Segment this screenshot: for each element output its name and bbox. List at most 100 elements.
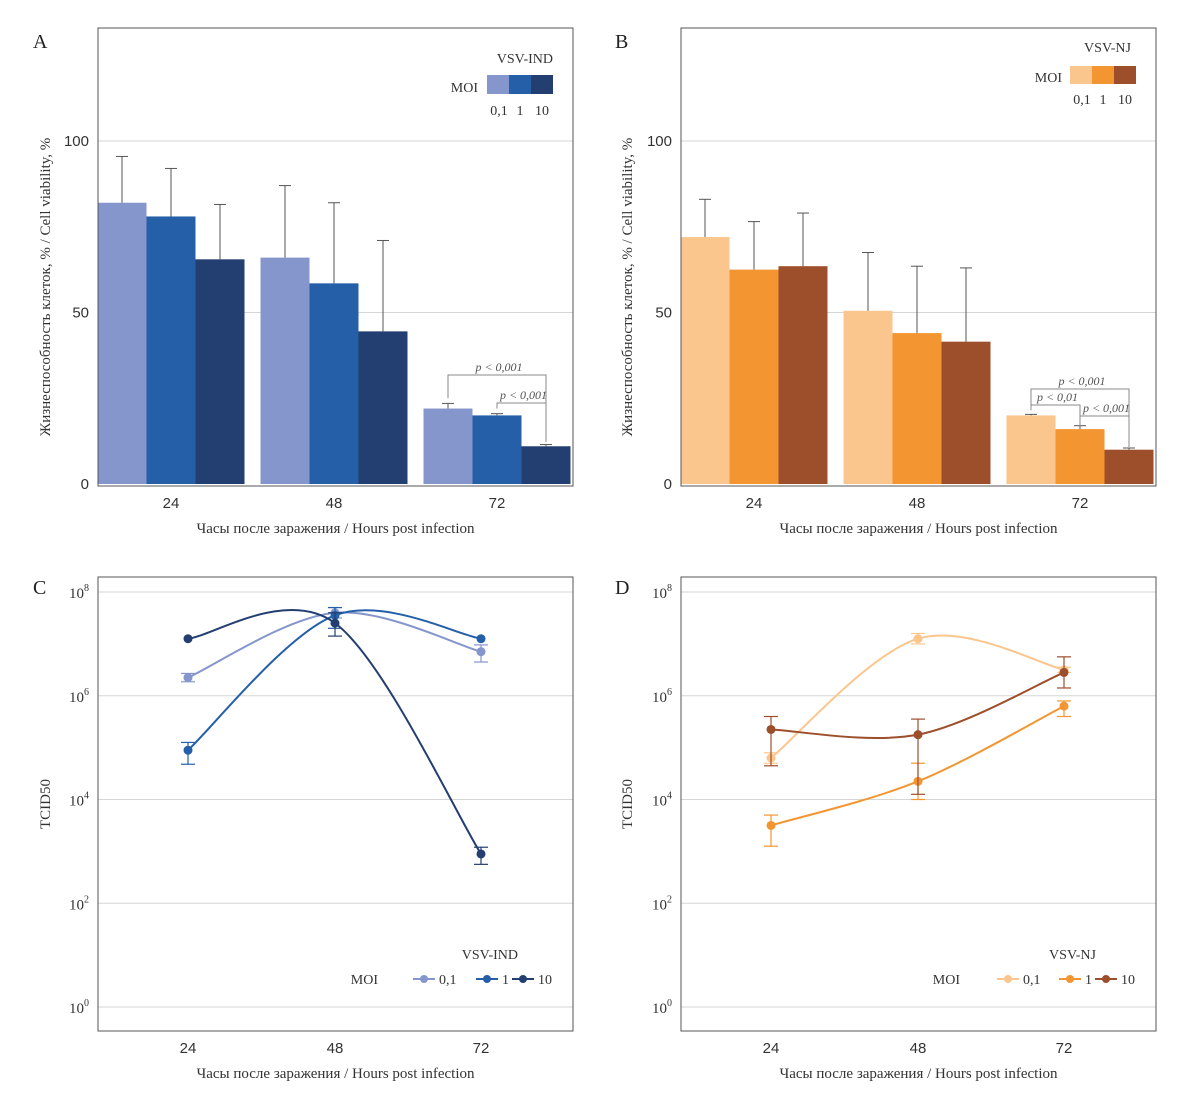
legend-title: VSV-IND	[497, 52, 553, 67]
plot-frame	[680, 27, 1157, 487]
bar	[309, 283, 359, 484]
y-axis-title: TCID50	[620, 779, 636, 829]
x-axis-title: Часы после заражения / Hours post infect…	[196, 1066, 475, 1082]
bar	[892, 333, 942, 484]
panel-c: C 100 102 104 106 108 24 48 72 Часы после заражен…	[33, 576, 574, 1082]
legend-label: 0,1	[1023, 973, 1041, 988]
legend-moi-label: MOI	[451, 81, 479, 96]
panel-a: A 0 50 100 24 48 72 p < 0,001 p < 0,001 Часы посл…	[33, 27, 574, 537]
legend-marker	[420, 975, 428, 983]
bar	[146, 216, 196, 484]
legend-label: 0,1	[490, 104, 508, 119]
data-point	[766, 724, 776, 734]
p-value-label: p < 0,001	[474, 360, 522, 374]
legend-marker	[1102, 975, 1110, 983]
plot-frame	[97, 576, 574, 1032]
x-tick-label: 24	[180, 1040, 197, 1057]
y-tick-label: 108	[652, 583, 672, 602]
y-axis-title: Жизнеспособность клеток, % / Cell viabil…	[38, 138, 54, 437]
legend-swatch	[1114, 66, 1136, 84]
series-line	[187, 609, 482, 855]
legend-label: 1	[502, 973, 509, 988]
p-value-label: p < 0,001	[499, 388, 547, 402]
y-tick-label: 106	[69, 687, 89, 706]
legend-swatch	[509, 75, 531, 94]
legend-swatch	[487, 75, 509, 94]
x-tick-label: 48	[910, 1040, 927, 1057]
panel-letter: D	[615, 577, 629, 599]
legend-label: 1	[1085, 973, 1092, 988]
data-point	[330, 618, 340, 628]
data-point	[1059, 667, 1069, 677]
legend: VSV-NJ MOI 0,1 1 10	[933, 948, 1135, 988]
y-tick-label: 0	[664, 476, 672, 493]
bar	[472, 415, 522, 484]
legend-swatch	[1092, 66, 1114, 84]
p-value-label: p < 0,001	[1057, 374, 1105, 388]
panel-letter: A	[33, 31, 48, 53]
legend-marker	[1066, 975, 1074, 983]
x-tick-label: 72	[489, 495, 506, 512]
legend-moi-label: MOI	[933, 973, 961, 988]
x-tick-label: 24	[163, 495, 180, 512]
bar	[729, 269, 779, 484]
bar	[843, 310, 893, 484]
x-tick-label: 48	[909, 495, 926, 512]
bar	[423, 408, 473, 484]
legend-marker	[1004, 975, 1012, 983]
legend-label: 0,1	[1073, 93, 1091, 108]
bar	[778, 266, 828, 484]
x-tick-label: 72	[1056, 1040, 1073, 1057]
legend-moi-label: MOI	[351, 973, 379, 988]
data-point	[183, 673, 193, 683]
legend-label: 1	[1100, 93, 1107, 108]
y-tick-label: 100	[652, 998, 672, 1017]
data-point	[183, 745, 193, 755]
legend: VSV-NJ MOI 0,1 1 10	[1035, 41, 1136, 108]
bar	[521, 446, 571, 484]
legend-marker	[483, 975, 491, 983]
bar	[260, 257, 310, 484]
y-tick-label: 100	[647, 133, 672, 150]
plot-frame	[97, 27, 574, 487]
legend-marker	[519, 975, 527, 983]
legend-title: VSV-NJ	[1084, 41, 1131, 56]
bar	[941, 341, 991, 484]
data-point	[476, 647, 486, 657]
p-value-label: p < 0,001	[1082, 401, 1130, 415]
legend-title: VSV-IND	[462, 948, 518, 963]
legend-label: 10	[1121, 973, 1135, 988]
panel-letter: C	[33, 577, 46, 599]
legend-swatch	[531, 75, 553, 94]
legend: VSV-IND MOI 0,1 1 10	[351, 948, 552, 988]
data-point	[913, 634, 923, 644]
p-value-label: p < 0,01	[1036, 390, 1078, 404]
data-point	[766, 820, 776, 830]
y-tick-label: 50	[655, 305, 672, 322]
y-tick-label: 0	[81, 476, 89, 493]
significance-bracket	[496, 402, 547, 442]
panel-d: D 100 102 104 106 108 24 48 72 Часы после заражен…	[615, 576, 1157, 1082]
legend-label: 10	[538, 973, 552, 988]
x-tick-label: 24	[746, 495, 763, 512]
legend-title: VSV-NJ	[1049, 948, 1096, 963]
bar	[1055, 429, 1105, 484]
x-tick-label: 48	[326, 495, 343, 512]
legend: VSV-IND MOI 0,1 1 10	[451, 52, 553, 119]
panel-letter: B	[615, 31, 628, 53]
legend-swatch	[1070, 66, 1092, 84]
legend-label: 0,1	[439, 973, 457, 988]
y-tick-label: 108	[69, 583, 89, 602]
x-tick-label: 72	[1072, 495, 1089, 512]
data-point	[913, 730, 923, 740]
plot-frame	[680, 576, 1157, 1032]
bar	[195, 259, 245, 484]
x-axis-title: Часы после заражения / Hours post infect…	[196, 521, 475, 537]
legend-label: 10	[535, 104, 549, 119]
legend-moi-label: MOI	[1035, 71, 1063, 86]
y-tick-label: 104	[69, 791, 89, 810]
y-tick-label: 102	[69, 894, 89, 913]
x-axis-title: Часы после заражения / Hours post infect…	[779, 521, 1058, 537]
data-point	[476, 634, 486, 644]
